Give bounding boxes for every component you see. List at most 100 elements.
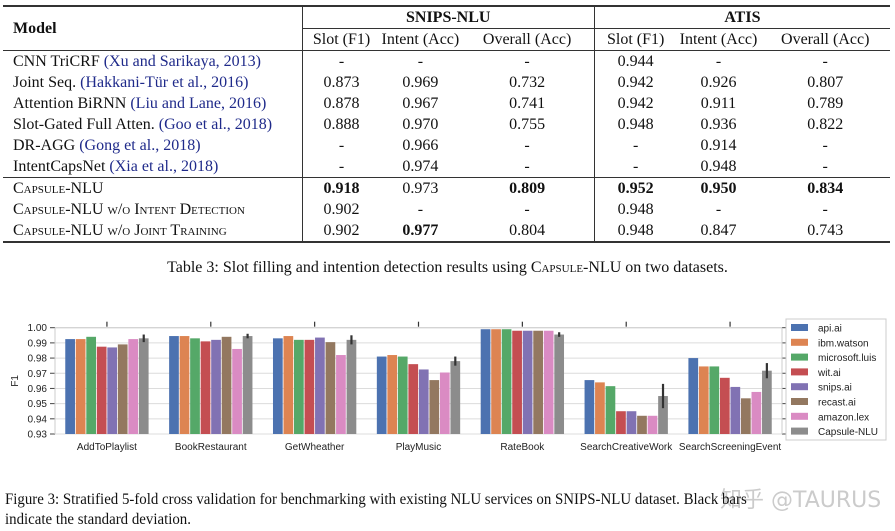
bar-amazon-lex (128, 339, 139, 434)
dataset-header-atis: ATIS (594, 5, 890, 29)
value-cell: 0.732 (460, 72, 595, 93)
value-cell: - (822, 158, 828, 175)
bar-microsoft-luis (397, 356, 408, 434)
model-name: Slot-Gated Full Atten. (13, 116, 155, 133)
table-row: Attention BiRNN (Liu and Lane, 2016) 0.87… (3, 93, 890, 114)
value-cell: 0.952 (594, 177, 677, 199)
value-cell: - (822, 201, 828, 218)
value-cell: 0.888 (323, 116, 360, 133)
metric-header-1: Intent (Acc) (380, 28, 461, 51)
bar-microsoft-luis (709, 366, 720, 434)
value-cell: 0.973 (380, 177, 461, 199)
metric-header-5: Overall (Acc) (760, 28, 890, 51)
value-cell: 0.911 (700, 95, 737, 112)
value-cell: 0.948 (617, 116, 654, 133)
bar-wit-ai (616, 411, 626, 434)
figure-caption-line-1: Figure 3: Stratified 5-fold cross valida… (5, 491, 747, 508)
table-row: Slot-Gated Full Atten. (Goo et al., 2018… (3, 114, 890, 135)
bar-api-ai (376, 356, 387, 434)
bar-wit-ai (304, 339, 315, 434)
model-name: Attention BiRNN (13, 95, 127, 112)
bar-capsule-nlu (762, 370, 772, 434)
value-cell: 0.977 (380, 220, 461, 243)
value-cell: 0.834 (760, 177, 890, 199)
model-cell: Joint Seq. (Hakkani-Tür et al., 2016) (3, 72, 303, 93)
value-cell: - (417, 201, 424, 218)
table-row: Capsule-NLU w/o Intent Detection 0.902 - - 0… (3, 199, 890, 220)
value-cell: 0.902 (302, 220, 381, 243)
bar-snips-ai (211, 339, 221, 434)
citation-link[interactable]: (Gong et al., 2018) (79, 137, 201, 154)
value-cell: 0.822 (807, 116, 844, 133)
legend-label: microsoft.luis (818, 353, 876, 364)
table-row: Joint Seq. (Hakkani-Tür et al., 2016) 0.8… (3, 72, 890, 93)
citation-link[interactable]: (Liu and Lane, 2016) (130, 95, 267, 112)
bar-snips-ai (626, 411, 637, 434)
value-cell: - (460, 50, 595, 72)
y-tick-label: 0.94 (28, 414, 48, 425)
y-axis-label: F1 (10, 375, 21, 387)
bar-api-ai (688, 358, 699, 434)
bar-ibm-watson (75, 339, 86, 434)
x-tick-label: SearchCreativeWork (580, 442, 673, 453)
legend-swatch (791, 427, 808, 435)
model-name: IntentCapsNet (13, 158, 106, 175)
x-tick-label: RateBook (500, 442, 545, 453)
results-table: Model SNIPS-NLU ATIS Slot (F1) Intent (Ac… (3, 5, 890, 243)
table-caption: Table 3: Slot filling and intention dete… (0, 259, 895, 277)
citation-link[interactable]: (Xia et al., 2018) (109, 158, 219, 175)
legend-label: snips.ai (818, 383, 852, 394)
value-cell: 0.789 (807, 95, 844, 112)
legend-swatch (791, 324, 808, 331)
bar-api-ai (272, 338, 283, 434)
value-cell: - (338, 53, 345, 70)
value-cell: - (715, 201, 722, 218)
bar-chart: 0.93 0.94 0.95 0.96 0.97 0.98 0.99 1.00 F1 AddToP… (10, 318, 887, 453)
metric-header-3: Slot (F1) (594, 28, 677, 51)
value-cell: - (417, 53, 424, 70)
figure-caption-line-2: indicate the standard deviation. (5, 511, 191, 528)
model-name: Capsule-NLU w/o Intent Detection (13, 201, 245, 218)
table-row: CNN TriCRF (Xu and Sarikaya, 2013) - - - 0.9… (3, 50, 890, 72)
bar-amazon-lex (336, 355, 346, 434)
bar-recast-ai (637, 415, 647, 434)
bar-ibm-watson (283, 336, 294, 434)
table-row: DR-AGG (Gong et al., 2018) - 0.966 - - 0.914 - (3, 135, 890, 156)
citation-link[interactable]: (Goo et al., 2018) (158, 116, 273, 133)
bar-amazon-lex (647, 415, 658, 434)
value-cell: - (715, 53, 722, 70)
citation-link[interactable]: (Xu and Sarikaya, 2013) (103, 53, 262, 70)
model-cell: Capsule-NLU w/o Intent Detection (3, 199, 303, 220)
y-tick-label: 0.99 (28, 338, 48, 349)
value-cell: 0.948 (617, 201, 654, 218)
bar-microsoft-luis (501, 329, 512, 434)
model-name: CNN TriCRF (13, 53, 100, 70)
bar-amazon-lex (232, 348, 242, 434)
bar-ibm-watson (179, 336, 190, 434)
value-cell: - (338, 137, 345, 154)
metric-header-4: Intent (Acc) (676, 28, 761, 51)
value-cell: 0.807 (807, 74, 844, 91)
bar-api-ai (65, 339, 75, 434)
value-cell: 0.878 (323, 95, 360, 112)
model-cell: DR-AGG (Gong et al., 2018) (3, 135, 303, 156)
value-cell: - (633, 137, 639, 154)
legend-label: api.ai (818, 324, 842, 335)
bar-wit-ai (719, 377, 730, 434)
value-cell: 0.741 (460, 93, 595, 114)
model-cell: Slot-Gated Full Atten. (Goo et al., 2018… (3, 114, 303, 135)
bar-snips-ai (522, 330, 533, 434)
value-cell: 0.942 (617, 74, 654, 91)
value-cell: 0.926 (700, 74, 737, 91)
value-cell: - (460, 199, 595, 220)
legend-swatch (791, 398, 808, 405)
legend-box (785, 318, 887, 441)
value-cell: 0.948 (700, 158, 737, 175)
x-tick-label: BookRestaurant (175, 442, 247, 453)
caption-model-name: Capsule (530, 259, 584, 276)
value-cell: 0.918 (302, 177, 381, 199)
value-cell: 0.902 (323, 201, 360, 218)
legend-label: ibm.watson (818, 338, 869, 349)
value-cell: 0.948 (594, 220, 677, 243)
citation-link[interactable]: (Hakkani-Tür et al., 2016) (80, 74, 249, 91)
